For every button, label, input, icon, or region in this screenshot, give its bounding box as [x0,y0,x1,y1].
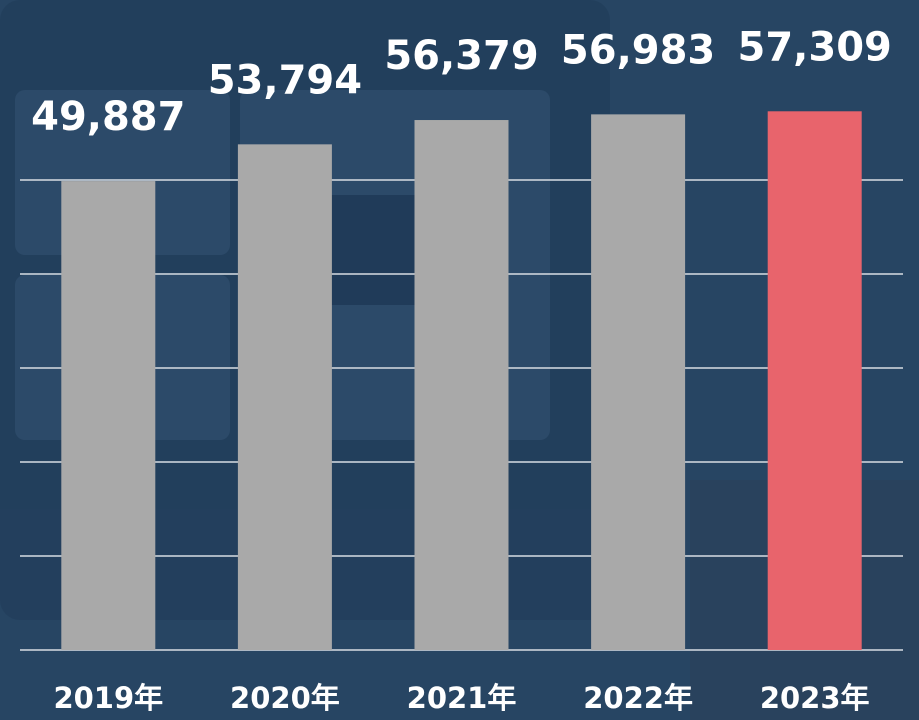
value-label: 57,309 [738,24,892,70]
bar [238,144,332,650]
bar [415,120,509,650]
x-tick-label: 2023年 [760,681,870,715]
bar [768,111,862,650]
x-tick-label: 2021年 [407,681,517,715]
page: 49,887 2019年 53,794 2020年 56,379 2021年 56,983 2… [0,0,919,720]
chart: 49,887 2019年 53,794 2020年 56,379 2021年 56,983 2… [0,0,919,720]
bar [61,181,155,650]
bar [591,114,685,650]
x-tick-label: 2019年 [53,681,163,715]
x-tick-label: 2022年 [583,681,693,715]
value-label: 53,794 [208,57,362,103]
value-label: 56,983 [561,27,715,73]
x-tick-label: 2020年 [230,681,340,715]
value-label: 49,887 [31,94,185,140]
value-label: 56,379 [384,33,538,79]
